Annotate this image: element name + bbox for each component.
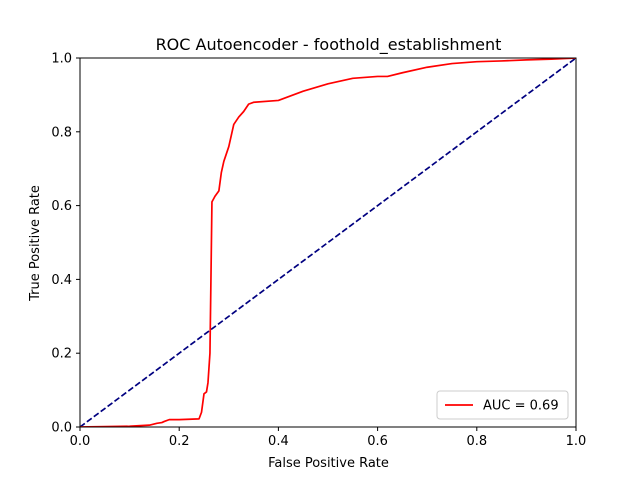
x-tick-label: 0.0 <box>70 434 91 449</box>
x-tick-label: 0.4 <box>268 434 289 449</box>
legend-label: AUC = 0.69 <box>483 399 559 414</box>
y-tick-label: 0.4 <box>51 273 72 288</box>
y-tick-label: 0.8 <box>51 125 72 140</box>
legend-box <box>436 390 569 420</box>
y-axis-label: True Positive Rate <box>28 185 43 302</box>
y-tick-label: 0.2 <box>51 347 72 362</box>
axes: 0.0 0.2 0.4 0.6 0.8 1.0 0.0 0.2 0.4 0.6 0.8 1.0 <box>51 52 586 450</box>
y-tick-label: 0.0 <box>51 421 72 436</box>
chart-title: ROC Autoencoder - foothold_establishment <box>156 35 502 55</box>
chance-line <box>80 58 576 427</box>
x-tick-label: 0.2 <box>169 434 190 449</box>
y-tick-label: 1.0 <box>51 52 72 67</box>
y-tick-label: 0.6 <box>51 199 72 214</box>
roc-curve-line <box>80 58 576 427</box>
legend: AUC = 0.69 <box>436 390 569 420</box>
x-tick-label: 0.6 <box>367 434 388 449</box>
x-tick-label: 1.0 <box>566 434 587 449</box>
plot-area <box>80 58 576 427</box>
x-axis-label: False Positive Rate <box>268 456 389 471</box>
axes-frame <box>79 57 577 428</box>
x-tick-label: 0.8 <box>466 434 487 449</box>
